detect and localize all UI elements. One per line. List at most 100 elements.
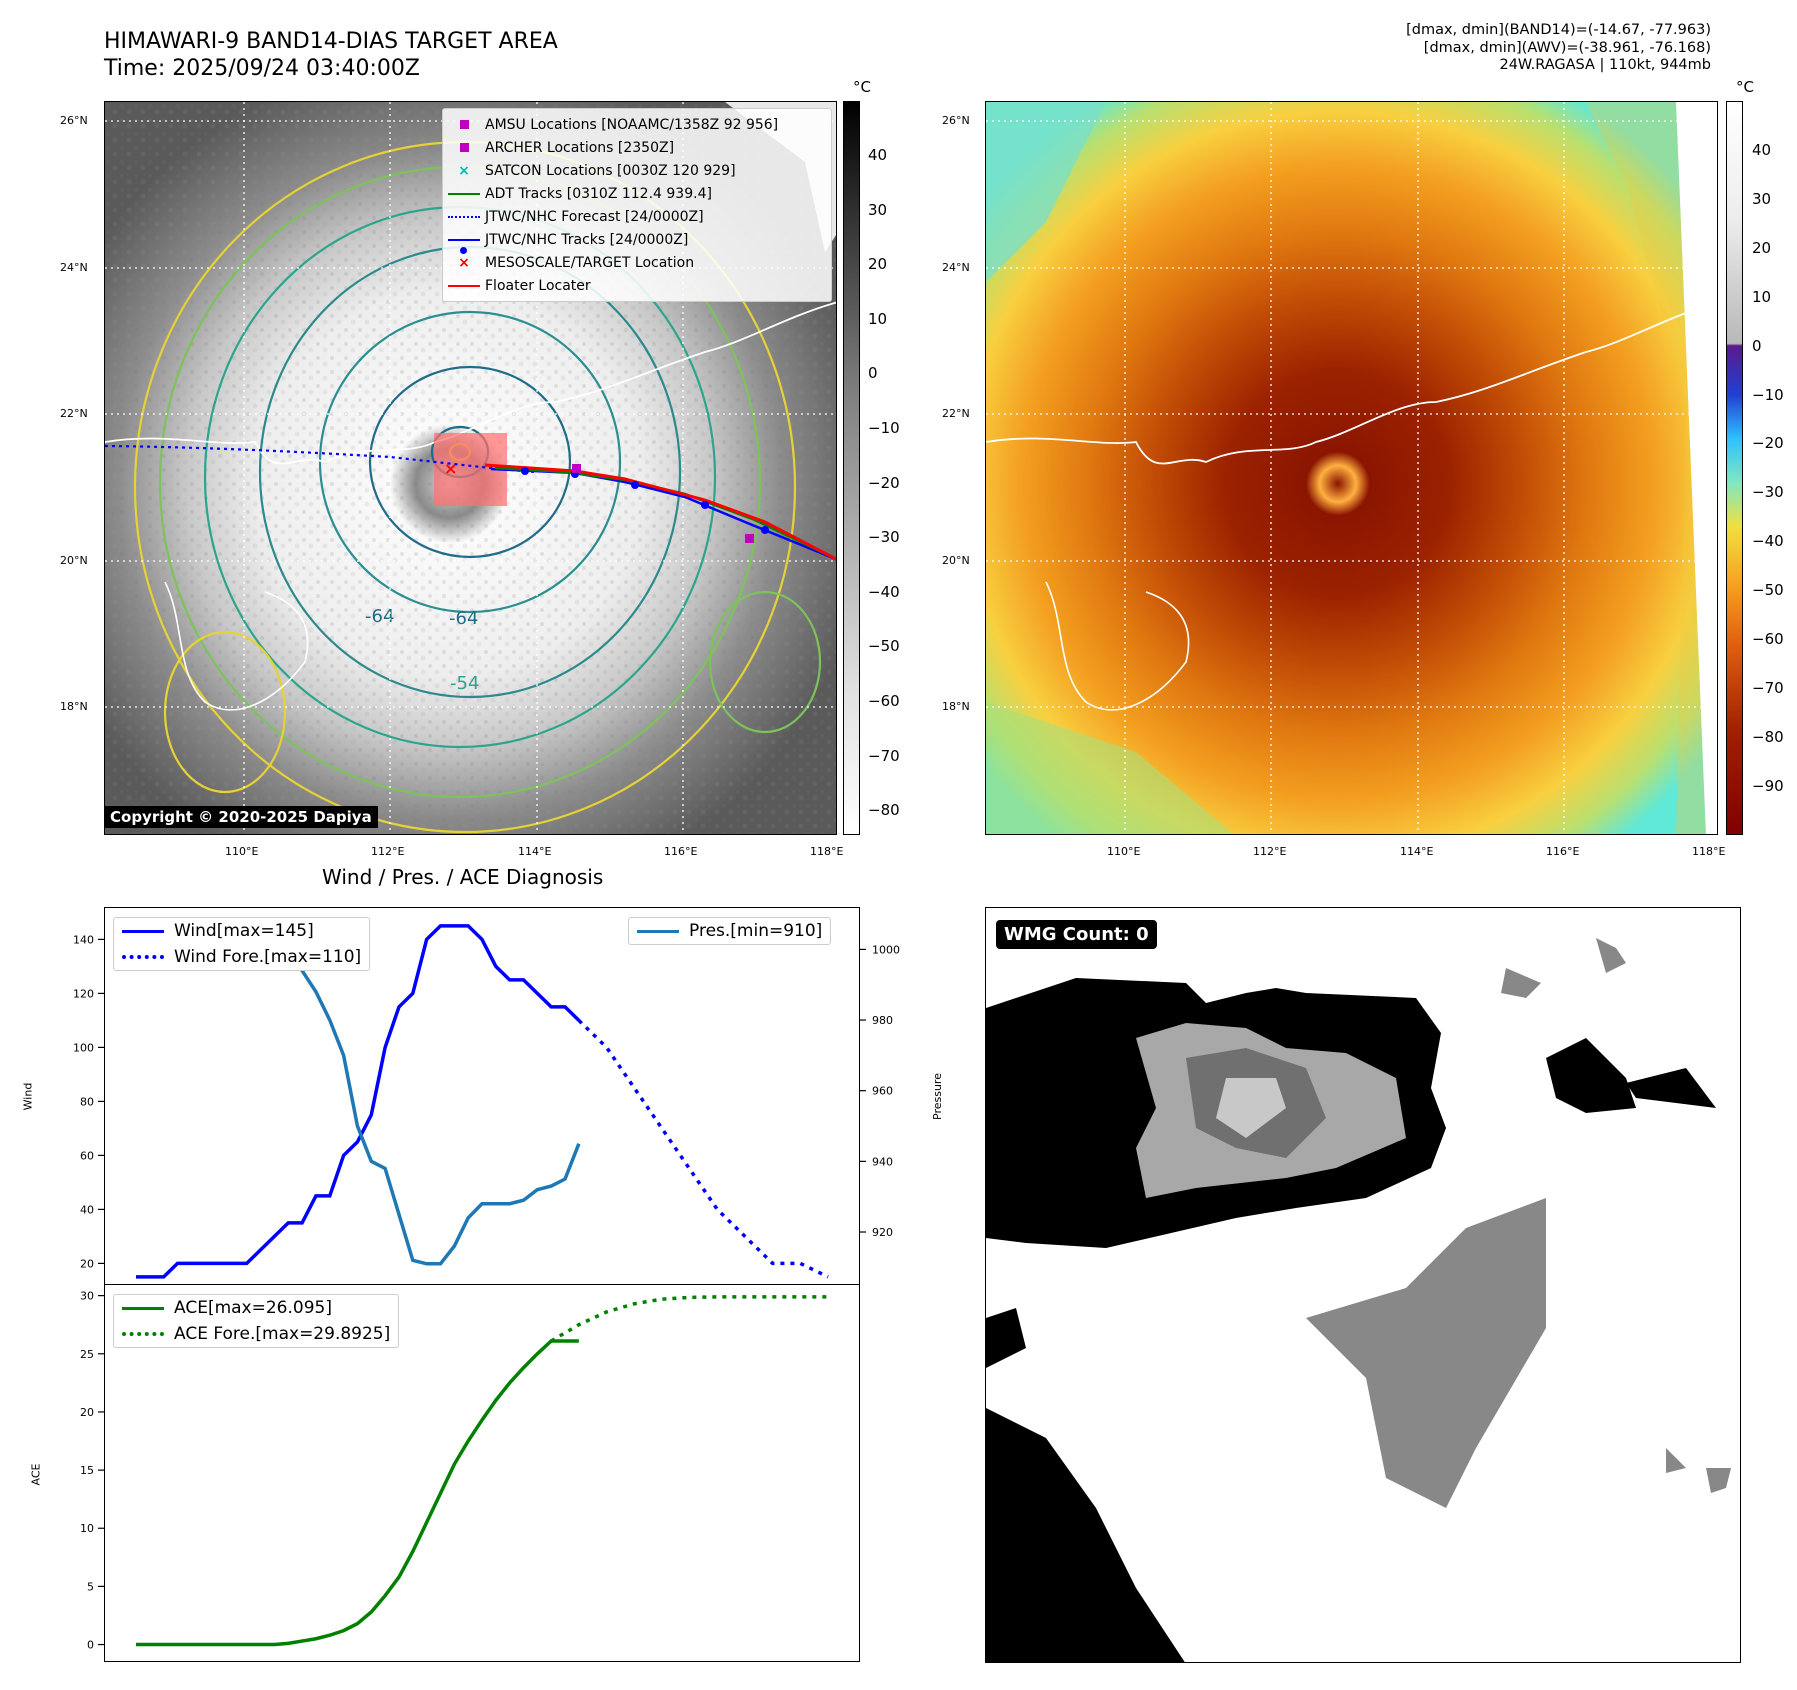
title-line-1: HIMAWARI-9 BAND14-DIAS TARGET AREA	[104, 29, 558, 54]
colorbar-tick-label: −10	[1752, 385, 1784, 404]
info-awv: [dmax, dmin](AWV)=(-38.961, -76.168)	[1423, 39, 1711, 56]
colorbar-tick-label: −70	[1752, 678, 1784, 697]
lon-label: 112°E	[1253, 845, 1287, 858]
colorbar-tick-label: −60	[868, 692, 900, 710]
axis-tick-label: 140	[73, 933, 94, 946]
legend-wind: Wind[max=145]	[114, 918, 369, 944]
storm-info: [dmax, dmin](BAND14)=(-14.67, -77.963) […	[1406, 22, 1711, 75]
lon-label: 114°E	[1400, 845, 1434, 858]
axis-tick-label: 0	[87, 1639, 94, 1652]
colorbar-tick-label: −50	[1752, 581, 1784, 600]
lon-label: 116°E	[1546, 845, 1580, 858]
lon-label: 110°E	[1107, 845, 1141, 858]
ace-axis-label: ACE	[29, 1463, 43, 1486]
axis-tick-label: 20	[80, 1257, 94, 1270]
contour-label: -64	[365, 606, 394, 627]
axis-tick-label: 1000	[872, 943, 900, 956]
wmg-count-badge: WMG Count: 0	[996, 920, 1157, 949]
colorbar-tick-label: −30	[868, 528, 900, 547]
colorbar-tick-label: 0	[868, 364, 878, 383]
colorbar-unit: °C	[1736, 78, 1754, 96]
legend-item-archer: ARCHER Locations [2350Z]	[443, 136, 831, 159]
legend-item-mesoscale: × MESOSCALE/TARGET Location	[458, 254, 695, 271]
colorbar-tick-label: −90	[1752, 776, 1784, 795]
info-band14: [dmax, dmin](BAND14)=(-14.67, -77.963)	[1406, 22, 1711, 38]
pressure-legend: Pres.[min=910]	[628, 917, 832, 945]
legend-item-floater: Floater Locater	[443, 274, 831, 297]
awv-color-map	[985, 101, 1718, 835]
lon-label: 116°E	[664, 845, 698, 858]
colorbar-tick-label: 10	[1752, 287, 1772, 306]
axis-tick-label: 20	[80, 1406, 94, 1419]
axis-tick-label: 980	[872, 1014, 893, 1027]
contour-label: -54	[450, 673, 479, 694]
legend-item-jtwc-tracks: JTWC/NHC Tracks [24/0000Z]	[443, 228, 831, 254]
legend-item-satcon: × SATCON Locations [0030Z 120 929]	[458, 162, 736, 179]
map-legend: AMSU Locations [NOAAMC/1358Z 92 956] ARC…	[442, 108, 832, 302]
colorbar-tick-label: −80	[1752, 727, 1784, 746]
lat-label: 22°N	[60, 407, 88, 420]
lat-label: 20°N	[60, 554, 88, 567]
colorbar-tick-label: −20	[868, 473, 900, 492]
lon-label: 118°E	[810, 845, 844, 858]
colorbar-tick-label: −40	[1752, 532, 1784, 551]
lat-label: 22°N	[942, 407, 970, 420]
colorbar-tick-label: 40	[1752, 141, 1772, 159]
grayscale-colorbar	[843, 101, 860, 835]
colorbar-tick-label: −60	[1752, 630, 1784, 648]
axis-tick-label: 120	[73, 987, 94, 1000]
colorbar-tick-label: −10	[868, 419, 900, 437]
colorbar-tick-label: −70	[868, 746, 900, 765]
colorbar-tick-label: 20	[868, 255, 888, 274]
colorbar-tick-label: −80	[868, 801, 900, 820]
lon-label: 110°E	[225, 845, 259, 858]
info-storm: 24W.RAGASA | 110kt, 944mb	[1499, 57, 1711, 73]
colorbar-tick-label: −30	[1752, 483, 1784, 502]
svg-text:×: ×	[444, 459, 457, 478]
wind-legend: Wind[max=145] Wind Fore.[max=110]	[113, 917, 371, 971]
axis-tick-label: 60	[80, 1149, 94, 1162]
colorbar-tick-label: 30	[868, 200, 888, 219]
wmg-panel	[985, 907, 1741, 1663]
awv-colorbar	[1726, 101, 1743, 835]
colorbar-tick-label: −50	[868, 637, 900, 656]
legend-ace: ACE[max=26.095]	[114, 1295, 398, 1321]
title-line-2: Time: 2025/09/24 03:40:00Z	[104, 56, 420, 81]
ace-legend: ACE[max=26.095] ACE Fore.[max=29.8925]	[113, 1294, 400, 1348]
colorbar-tick-label: −40	[868, 582, 900, 601]
axis-tick-label: 80	[80, 1095, 94, 1108]
axis-tick-label: 15	[80, 1464, 94, 1477]
colorbar-unit: °C	[853, 78, 871, 96]
colorbar-tick-label: 30	[1752, 189, 1772, 208]
wmg-image	[986, 908, 1740, 1662]
diagnosis-title: Wind / Pres. / ACE Diagnosis	[322, 865, 604, 889]
lat-label: 18°N	[942, 700, 970, 713]
legend-item-amsu: AMSU Locations [NOAAMC/1358Z 92 956]	[443, 113, 831, 136]
axis-tick-label: 920	[872, 1226, 893, 1239]
figure-title: HIMAWARI-9 BAND14-DIAS TARGET AREA Time: …	[104, 28, 558, 82]
copyright-label: Copyright © 2020-2025 Dapiya	[104, 806, 378, 828]
lon-label: 114°E	[518, 845, 552, 858]
legend-wind-forecast: Wind Fore.[max=110]	[114, 944, 369, 970]
colorbar-tick-label: 40	[868, 146, 888, 164]
colorbar-tick-label: −20	[1752, 434, 1784, 453]
colorbar-tick-label: 0	[1752, 336, 1762, 355]
ace-panel	[104, 1284, 860, 1662]
legend-pressure: Pres.[min=910]	[629, 918, 830, 944]
lon-label: 112°E	[371, 845, 405, 858]
wind-axis-label: Wind	[21, 1082, 35, 1111]
pressure-axis-label: Pressure	[930, 1073, 944, 1120]
axis-tick-label: 940	[872, 1155, 893, 1168]
colorbar-tick-label: 20	[1752, 238, 1772, 257]
legend-item-adt: ADT Tracks [0310Z 112.4 939.4]	[443, 182, 831, 205]
lat-label: 24°N	[942, 261, 970, 274]
axis-tick-label: 960	[872, 1085, 893, 1098]
contour-label: -64	[449, 608, 478, 629]
legend-item-jtwc-forecast: JTWC/NHC Forecast [24/0000Z]	[443, 205, 831, 228]
axis-tick-label: 5	[87, 1580, 94, 1593]
lat-label: 24°N	[60, 261, 88, 274]
lat-label: 20°N	[942, 554, 970, 567]
lat-label: 26°N	[60, 114, 88, 127]
axis-tick-label: 100	[73, 1041, 94, 1054]
legend-ace-forecast: ACE Fore.[max=29.8925]	[114, 1321, 398, 1347]
